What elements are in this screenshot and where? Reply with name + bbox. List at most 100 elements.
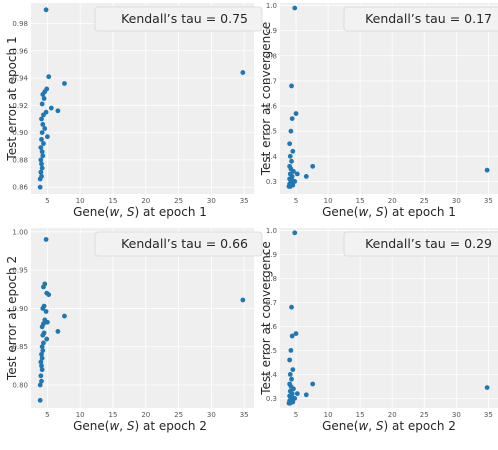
x-tick-label: 15 [109,197,118,205]
data-point [44,336,50,342]
data-point [39,137,44,142]
data-point [46,292,52,298]
data-point [303,392,309,398]
data-point [39,355,45,361]
data-point [41,141,46,146]
x-tick-label: 30 [207,411,216,419]
x-tick-label: 15 [356,411,365,419]
data-point [37,397,43,403]
data-point [287,184,293,189]
panel-1: 5 10 15 20 25 30 35 0.86 0.88 0.90 0.92 0.94 0.96 0.9… [5,3,263,219]
x-tick-label: 20 [141,197,150,205]
panel-2: 5 10 15 20 25 30 35 0.3 0.4 0.5 0.6 0.7 0.8 0.9 1.0 Ken… [259,2,498,219]
kendall-tau-annotation: Kendall’s tau = 0.66 [121,236,248,251]
x-tick-label: 20 [141,411,150,419]
data-point [48,105,54,111]
data-point [55,108,61,114]
data-point [287,141,293,147]
x-tick-label: 20 [388,411,397,419]
plot-area [280,228,498,408]
y-tick-label: 0.92 [12,102,28,110]
x-axis-label: Gene(w, S) at epoch 2 [322,419,456,433]
y-tick-label: 0.5 [266,128,277,136]
x-axis-label: Gene(w, S) at epoch 1 [73,205,207,219]
x-tick-label: 25 [174,197,183,205]
data-point [37,382,43,388]
data-point [289,83,294,89]
data-point [287,372,293,377]
x-tick-label: 35 [484,411,493,419]
x-tick-label: 5 [45,197,49,205]
y-tick-label: 0.5 [266,347,277,355]
x-tick-label: 10 [76,411,85,419]
y-tick-label: 0.9 [266,27,277,35]
data-point [39,324,45,330]
y-tick-label: 0.3 [266,178,277,186]
data-point [38,373,44,379]
y-tick-label: 0.7 [266,299,277,307]
data-point [41,284,46,290]
y-tick-label: 0.9 [266,251,277,259]
x-tick-label: 30 [207,197,216,205]
data-point [484,167,490,173]
kendall-tau-annotation: Kendall’s tau = 0.17 [365,11,492,26]
data-point [287,357,293,363]
y-tick-label: 1.0 [266,227,277,235]
data-point [240,70,246,75]
data-point [303,174,309,179]
data-point [46,74,52,80]
data-point [39,161,44,167]
data-point [43,237,49,242]
x-tick-label: 35 [240,411,249,419]
y-tick-label: 0.7 [266,77,277,85]
data-point [42,126,48,131]
data-point [40,153,46,159]
x-tick-label: 35 [240,197,249,205]
data-point [39,378,44,384]
y-tick-label: 0.6 [266,103,278,111]
x-tick-label: 15 [356,197,365,205]
data-point [310,163,316,169]
data-point [289,376,294,382]
y-tick-label: 0.90 [12,129,28,137]
data-point [292,230,298,236]
panel-3: 5 10 15 20 25 30 35 0.80 0.85 0.90 0.95 1.00 Kendall… [5,228,263,433]
data-point [310,381,316,387]
data-point [38,169,44,175]
data-point [294,171,300,177]
x-axis-label: Gene(w, S) at epoch 2 [73,419,207,433]
x-tick-label: 25 [174,411,183,419]
y-tick-label: 0.8 [266,52,277,60]
data-point [39,101,45,107]
x-tick-label: 10 [76,197,85,205]
y-axis-label: Test error at epoch 2 [5,256,19,381]
data-point [293,331,299,336]
y-tick-label: 0.90 [12,305,28,313]
data-point [39,344,45,350]
x-tick-label: 5 [45,411,49,419]
y-tick-label: 0.94 [12,75,28,83]
data-point [40,332,46,338]
data-point [55,329,61,334]
y-tick-label: 0.88 [12,156,28,164]
data-point [290,367,296,372]
data-point [38,157,44,163]
data-point [287,400,293,406]
annotation-box [94,231,263,257]
data-point [40,306,46,311]
plot-area [280,3,498,194]
data-point [288,128,294,134]
data-point [39,130,45,136]
y-tick-label: 0.85 [12,343,28,351]
x-tick-label: 15 [109,411,118,419]
data-point [38,359,44,365]
data-point [240,297,246,303]
y-tick-label: 0.95 [12,267,28,275]
data-point [289,158,294,164]
x-tick-label: 35 [484,197,493,205]
y-tick-label: 1.00 [12,228,28,236]
y-axis-label: Test error at convergence [259,22,273,177]
data-point [37,176,43,182]
data-point [484,385,490,390]
data-point [44,134,50,140]
